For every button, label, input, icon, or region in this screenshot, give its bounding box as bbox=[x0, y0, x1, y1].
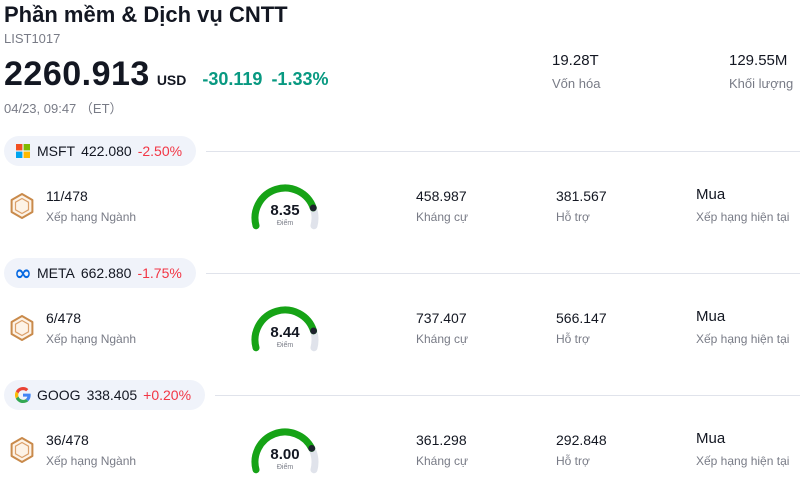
ticker-price: 662.880 bbox=[80, 265, 132, 281]
meta-logo-icon: ∞ bbox=[14, 261, 32, 285]
change-absolute: -30.119 bbox=[202, 69, 263, 90]
score-value: 8.00 bbox=[270, 446, 300, 463]
ticker-badge-msft[interactable]: MSFT 422.080 -2.50% bbox=[4, 136, 197, 166]
score-gauge: 8.44 Điểm bbox=[238, 296, 332, 360]
page-title: Phần mềm & Dịch vụ CNTT bbox=[4, 2, 288, 27]
market-cap-label: Vốn hóa bbox=[552, 76, 601, 91]
resistance-value: 737.407 bbox=[416, 310, 467, 326]
rating-value[interactable]: Mua bbox=[696, 430, 726, 447]
support-label: Hỗ trợ bbox=[556, 454, 590, 468]
support-value: 566.147 bbox=[556, 310, 607, 326]
volume-label: Khối lượng bbox=[729, 76, 794, 91]
section-divider bbox=[205, 272, 800, 274]
rank-value: 36/478 bbox=[46, 432, 89, 448]
goog-logo-icon bbox=[15, 387, 31, 403]
list-id: LIST1017 bbox=[4, 31, 61, 47]
rating-column: Mua Xếp hạng hiện tại bbox=[696, 308, 789, 346]
ticker-symbol: MSFT bbox=[37, 143, 76, 159]
timestamp: 04/23, 09:47 （ET） bbox=[4, 101, 123, 117]
section-divider bbox=[206, 150, 800, 152]
rating-value[interactable]: Mua bbox=[696, 308, 726, 325]
ticker-symbol: GOOG bbox=[37, 387, 81, 403]
ticker-symbol: META bbox=[37, 265, 75, 281]
ticker-price: 338.405 bbox=[86, 387, 138, 403]
ticker-change: -2.50% bbox=[137, 143, 183, 159]
rank-label: Xếp hạng Ngành bbox=[46, 210, 137, 224]
change-percent: -1.33% bbox=[271, 69, 329, 90]
volume-value: 129.55M bbox=[729, 52, 788, 69]
ticker-badge-meta[interactable]: ∞ META 662.880 -1.75% bbox=[4, 258, 196, 288]
section-body: 36/478 Xếp hạng Ngành 8.00 Điểm 361.298 … bbox=[0, 410, 800, 502]
rating-label: Xếp hạng hiện tại bbox=[696, 454, 790, 468]
volume-stat: 129.55M Khối lượng bbox=[729, 52, 793, 91]
rating-column: Mua Xếp hạng hiện tại bbox=[696, 430, 789, 468]
ticker-change: -1.75% bbox=[137, 265, 182, 281]
currency-label: USD bbox=[156, 72, 187, 89]
ticker-price: 422.080 bbox=[81, 143, 132, 159]
index-price: 2260.913 bbox=[4, 55, 150, 94]
resistance-label: Kháng cự bbox=[416, 454, 469, 468]
resistance-column: 737.407 Kháng cự bbox=[416, 310, 468, 346]
score-value: 8.44 bbox=[270, 324, 300, 341]
score-gauge: 8.35 Điểm bbox=[238, 174, 332, 238]
support-column: 292.848 Hỗ trợ bbox=[556, 432, 607, 468]
ticker-change: +0.20% bbox=[143, 387, 192, 403]
market-cap-stat: 19.28T Vốn hóa bbox=[552, 52, 600, 91]
score-label: Điểm bbox=[276, 342, 294, 349]
stock-section-goog: GOOG 338.405 +0.20% 36/478 Xếp hạng Ngàn… bbox=[0, 380, 800, 502]
support-label: Hỗ trợ bbox=[556, 210, 590, 224]
score-value: 8.35 bbox=[270, 202, 300, 219]
section-body: 6/478 Xếp hạng Ngành 8.44 Điểm 737.407 K… bbox=[0, 288, 800, 380]
rating-label: Xếp hạng hiện tại bbox=[696, 332, 790, 346]
industry-rank: 36/478 Xếp hạng Ngành bbox=[46, 432, 136, 468]
rating-column: Mua Xếp hạng hiện tại bbox=[696, 186, 789, 224]
section-body: 11/478 Xếp hạng Ngành 8.35 Điểm 458.987 … bbox=[0, 166, 800, 258]
rank-hexagon-icon bbox=[8, 192, 36, 220]
rank-value: 6/478 bbox=[46, 310, 82, 326]
resistance-label: Kháng cự bbox=[416, 332, 469, 346]
section-head: GOOG 338.405 +0.20% bbox=[0, 380, 800, 410]
support-label: Hỗ trợ bbox=[556, 332, 590, 346]
resistance-column: 361.298 Kháng cự bbox=[416, 432, 468, 468]
rank-hexagon-icon bbox=[8, 436, 36, 464]
section-divider bbox=[215, 394, 800, 396]
msft-logo-icon bbox=[15, 143, 31, 159]
stock-section-meta: ∞ META 662.880 -1.75% 6/478 Xếp hạng Ngà… bbox=[0, 258, 800, 380]
rating-label: Xếp hạng hiện tại bbox=[696, 210, 790, 224]
header: Phần mềm & Dịch vụ CNTT LIST1017 2260.91… bbox=[0, 0, 800, 136]
price-row: 2260.913 USD -30.119 -1.33% bbox=[4, 55, 800, 94]
resistance-value: 361.298 bbox=[416, 432, 467, 448]
section-head: ∞ META 662.880 -1.75% bbox=[0, 258, 800, 288]
support-value: 292.848 bbox=[556, 432, 607, 448]
resistance-value: 458.987 bbox=[416, 188, 467, 204]
rating-value[interactable]: Mua bbox=[696, 186, 726, 203]
rank-label: Xếp hạng Ngành bbox=[46, 332, 137, 346]
industry-rank: 6/478 Xếp hạng Ngành bbox=[46, 310, 136, 346]
rank-label: Xếp hạng Ngành bbox=[46, 454, 137, 468]
resistance-label: Kháng cự bbox=[416, 210, 469, 224]
score-label: Điểm bbox=[276, 464, 294, 471]
stock-section-msft: MSFT 422.080 -2.50% 11/478 Xếp hạng Ngàn… bbox=[0, 136, 800, 258]
ticker-badge-goog[interactable]: GOOG 338.405 +0.20% bbox=[4, 380, 206, 410]
industry-rank: 11/478 Xếp hạng Ngành bbox=[46, 188, 136, 224]
score-label: Điểm bbox=[276, 220, 294, 227]
support-column: 381.567 Hỗ trợ bbox=[556, 188, 607, 224]
support-value: 381.567 bbox=[556, 188, 607, 204]
index-change: -30.119 -1.33% bbox=[202, 69, 328, 90]
support-column: 566.147 Hỗ trợ bbox=[556, 310, 607, 346]
resistance-column: 458.987 Kháng cự bbox=[416, 188, 468, 224]
section-head: MSFT 422.080 -2.50% bbox=[0, 136, 800, 166]
rank-value: 11/478 bbox=[46, 188, 88, 204]
rank-hexagon-icon bbox=[8, 314, 36, 342]
market-cap-value: 19.28T bbox=[552, 52, 599, 69]
score-gauge: 8.00 Điểm bbox=[238, 418, 332, 482]
